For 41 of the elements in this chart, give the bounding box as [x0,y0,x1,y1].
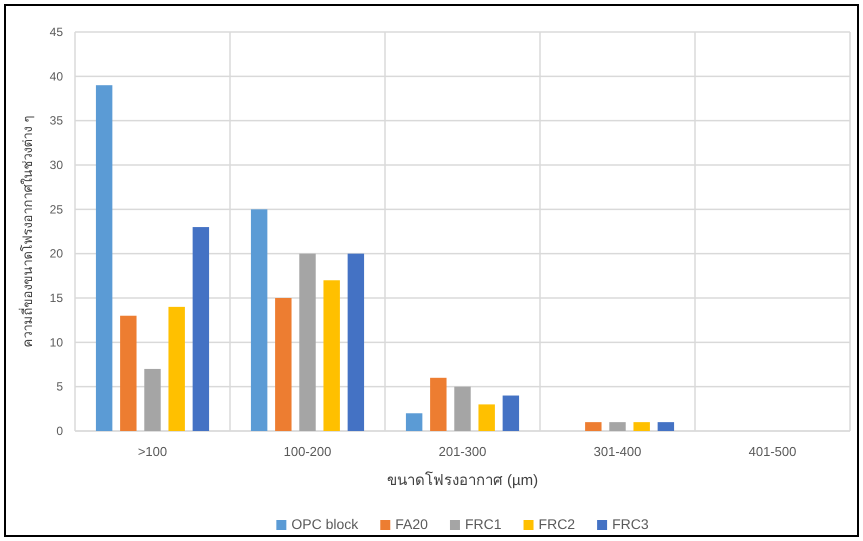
legend-label: FRC1 [464,516,502,532]
bar [406,413,422,431]
legend-label: OPC block [291,516,360,532]
bar [478,404,495,431]
bar [250,209,268,431]
bar [96,85,112,431]
bar [168,306,185,431]
y-tick-label: 5 [56,380,64,394]
bar [430,378,447,431]
bar [454,386,471,431]
x-tick-label: >100 [138,444,168,459]
legend-label: FRC3 [612,516,649,532]
bar [585,422,602,431]
y-tick-label: 15 [50,291,64,305]
bar [348,254,364,431]
y-tick-label: 0 [56,424,64,438]
y-tick-label: 30 [50,158,64,172]
x-axis-title: ขนาดโฟรงอากาศ (µm) [386,471,538,489]
bar [658,422,674,431]
bar [299,254,316,431]
x-tick-label: 201-300 [438,444,486,459]
bar [323,280,340,431]
bar [502,396,520,431]
bar [275,298,292,431]
x-tick-label: 401-500 [748,444,796,459]
bar [609,422,626,431]
bar [144,368,161,431]
legend-label: FA20 [395,516,428,532]
y-tick-label: 45 [50,25,64,39]
y-tick-label: 40 [50,69,64,84]
y-tick-label: 10 [50,335,64,350]
x-tick-label: 100-200 [284,444,332,459]
bar [120,316,137,431]
bar [633,422,650,431]
y-axis-title: ความถี่ของขนาดโฟรงอากาศในช่วงต่าง ๆ [19,116,35,348]
x-tick-label: 301-400 [594,444,642,459]
y-tick-label: 25 [50,202,64,216]
legend-label: FRC2 [538,516,576,532]
y-tick-label: 20 [50,246,64,261]
y-tick-label: 35 [50,114,64,128]
bar [192,227,210,431]
